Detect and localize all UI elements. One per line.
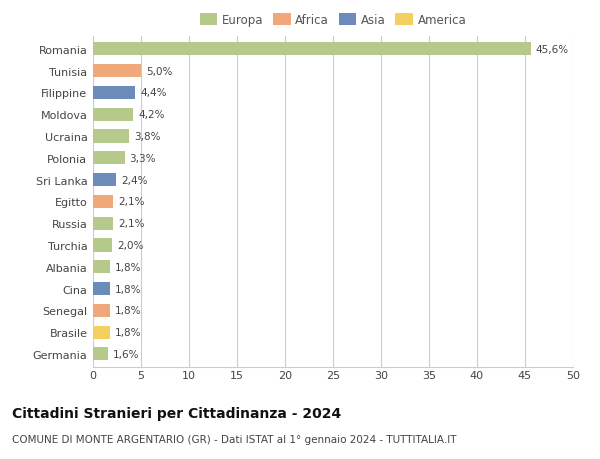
Bar (93, 217, 113, 230)
Bar (93, 108, 133, 122)
Bar (93, 130, 130, 143)
Text: 5,0%: 5,0% (146, 67, 172, 77)
Text: 1,6%: 1,6% (113, 349, 140, 359)
Bar (93, 196, 113, 208)
Text: 1,8%: 1,8% (115, 284, 142, 294)
Text: COMUNE DI MONTE ARGENTARIO (GR) - Dati ISTAT al 1° gennaio 2024 - TUTTITALIA.IT: COMUNE DI MONTE ARGENTARIO (GR) - Dati I… (12, 434, 457, 444)
Bar (93, 43, 531, 56)
Bar (93, 239, 112, 252)
Text: 4,2%: 4,2% (138, 110, 164, 120)
Bar (93, 326, 110, 339)
Text: 1,8%: 1,8% (115, 327, 142, 337)
Bar (93, 282, 110, 296)
Text: 4,4%: 4,4% (140, 88, 167, 98)
Text: 2,1%: 2,1% (118, 218, 145, 229)
Bar (93, 304, 110, 317)
Text: Cittadini Stranieri per Cittadinanza - 2024: Cittadini Stranieri per Cittadinanza - 2… (12, 406, 341, 420)
Text: 45,6%: 45,6% (536, 45, 569, 55)
Text: 3,8%: 3,8% (134, 132, 161, 142)
Bar (93, 152, 125, 165)
Bar (93, 347, 109, 361)
Bar (93, 261, 110, 274)
Text: 3,3%: 3,3% (130, 153, 156, 163)
Text: 1,8%: 1,8% (115, 262, 142, 272)
Text: 2,4%: 2,4% (121, 175, 148, 185)
Text: 2,1%: 2,1% (118, 197, 145, 207)
Text: 2,0%: 2,0% (117, 241, 143, 251)
Bar (93, 87, 135, 100)
Bar (93, 65, 141, 78)
Text: 1,8%: 1,8% (115, 306, 142, 316)
Legend: Europa, Africa, Asia, America: Europa, Africa, Asia, America (195, 10, 471, 32)
Bar (93, 174, 116, 187)
